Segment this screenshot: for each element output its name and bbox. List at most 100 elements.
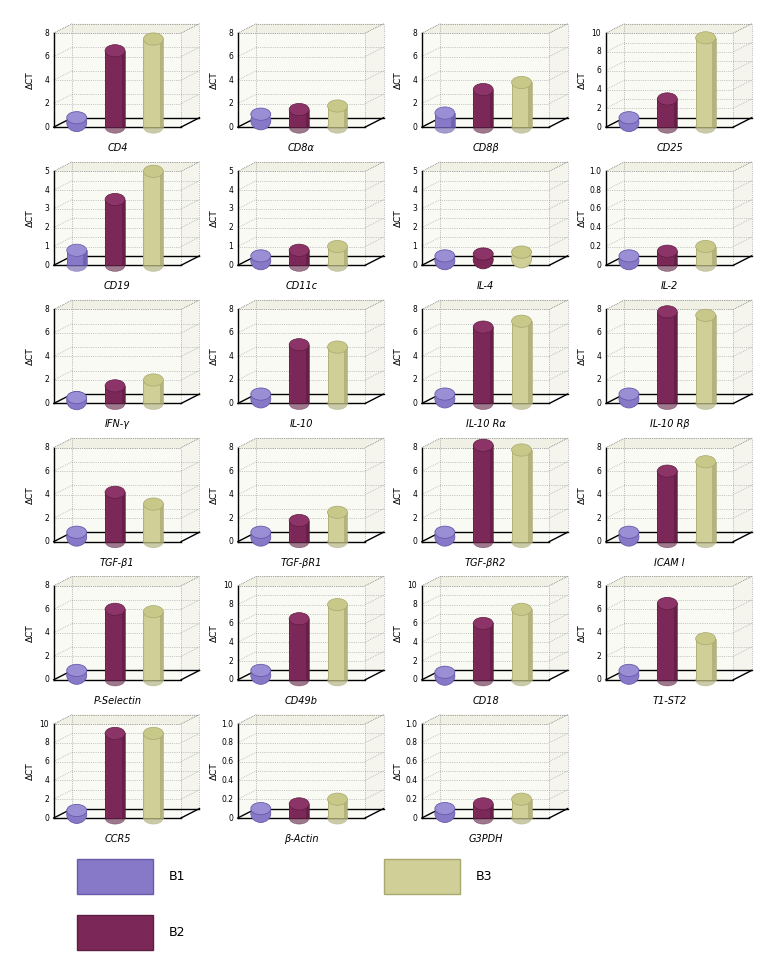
Ellipse shape bbox=[435, 121, 455, 133]
Ellipse shape bbox=[619, 389, 639, 408]
Text: 8: 8 bbox=[413, 601, 417, 609]
Ellipse shape bbox=[251, 112, 271, 130]
FancyBboxPatch shape bbox=[77, 915, 153, 951]
Polygon shape bbox=[238, 576, 384, 586]
Polygon shape bbox=[422, 714, 568, 724]
Ellipse shape bbox=[67, 391, 87, 404]
Ellipse shape bbox=[67, 804, 87, 817]
Text: 4: 4 bbox=[413, 638, 417, 647]
Polygon shape bbox=[696, 462, 697, 542]
Ellipse shape bbox=[289, 338, 309, 351]
Polygon shape bbox=[105, 734, 125, 818]
Polygon shape bbox=[451, 113, 455, 127]
Polygon shape bbox=[160, 612, 163, 680]
Text: 4: 4 bbox=[597, 352, 601, 361]
Text: 10: 10 bbox=[407, 581, 417, 590]
Text: ΔCT: ΔCT bbox=[578, 209, 588, 228]
Ellipse shape bbox=[657, 245, 677, 257]
Text: 4: 4 bbox=[229, 638, 233, 647]
Text: 0.4: 0.4 bbox=[405, 776, 417, 785]
Polygon shape bbox=[54, 714, 72, 818]
Text: 2: 2 bbox=[597, 376, 601, 385]
Text: 4: 4 bbox=[229, 75, 233, 85]
Polygon shape bbox=[72, 576, 199, 670]
Polygon shape bbox=[673, 311, 677, 404]
Text: ΔCT: ΔCT bbox=[394, 763, 403, 780]
Polygon shape bbox=[54, 300, 199, 309]
Polygon shape bbox=[143, 380, 145, 404]
Polygon shape bbox=[696, 247, 697, 265]
Ellipse shape bbox=[143, 498, 163, 510]
Text: 0: 0 bbox=[597, 676, 601, 684]
Text: T1-ST2: T1-ST2 bbox=[653, 696, 686, 706]
Polygon shape bbox=[238, 714, 384, 724]
Ellipse shape bbox=[328, 341, 347, 353]
Polygon shape bbox=[67, 251, 68, 265]
Text: 0.6: 0.6 bbox=[405, 757, 417, 766]
Polygon shape bbox=[54, 172, 181, 265]
Ellipse shape bbox=[105, 397, 125, 410]
Polygon shape bbox=[422, 439, 440, 542]
Ellipse shape bbox=[67, 112, 87, 123]
Polygon shape bbox=[673, 99, 677, 127]
Text: 2: 2 bbox=[229, 99, 233, 108]
Text: 8: 8 bbox=[597, 305, 601, 314]
Polygon shape bbox=[289, 619, 309, 680]
Ellipse shape bbox=[435, 666, 455, 679]
Ellipse shape bbox=[105, 259, 125, 272]
Text: 6: 6 bbox=[413, 52, 417, 61]
Polygon shape bbox=[289, 251, 309, 265]
Text: TGF-βR2: TGF-βR2 bbox=[465, 557, 506, 568]
Polygon shape bbox=[696, 247, 716, 265]
Text: 0: 0 bbox=[229, 122, 233, 132]
Polygon shape bbox=[473, 804, 475, 818]
Ellipse shape bbox=[696, 240, 716, 253]
Text: 0: 0 bbox=[44, 676, 49, 684]
Ellipse shape bbox=[143, 121, 163, 133]
Ellipse shape bbox=[289, 121, 309, 133]
Text: 0: 0 bbox=[597, 399, 601, 408]
Ellipse shape bbox=[473, 617, 493, 629]
Polygon shape bbox=[238, 162, 256, 265]
Ellipse shape bbox=[105, 727, 125, 739]
Polygon shape bbox=[256, 714, 384, 809]
Ellipse shape bbox=[251, 804, 271, 822]
Ellipse shape bbox=[143, 727, 163, 739]
Polygon shape bbox=[105, 493, 107, 542]
Ellipse shape bbox=[105, 603, 125, 615]
Text: 5: 5 bbox=[229, 167, 233, 175]
Polygon shape bbox=[238, 439, 384, 447]
Polygon shape bbox=[512, 609, 513, 680]
Polygon shape bbox=[143, 504, 145, 542]
Ellipse shape bbox=[435, 107, 455, 120]
Polygon shape bbox=[238, 724, 365, 818]
Polygon shape bbox=[473, 624, 475, 680]
Text: 0.6: 0.6 bbox=[221, 757, 233, 766]
Polygon shape bbox=[696, 639, 716, 680]
Text: B2: B2 bbox=[169, 926, 186, 939]
Text: TGF-β1: TGF-β1 bbox=[100, 557, 135, 568]
Polygon shape bbox=[696, 639, 697, 680]
Text: CD49b: CD49b bbox=[285, 696, 318, 706]
Polygon shape bbox=[54, 576, 72, 680]
Text: 2: 2 bbox=[44, 376, 49, 385]
Polygon shape bbox=[473, 445, 475, 542]
Polygon shape bbox=[105, 609, 107, 680]
Text: ΔCT: ΔCT bbox=[210, 763, 219, 780]
Polygon shape bbox=[54, 33, 181, 127]
Text: 8: 8 bbox=[597, 443, 601, 452]
Text: 0: 0 bbox=[229, 261, 233, 270]
Polygon shape bbox=[606, 24, 624, 127]
Polygon shape bbox=[344, 512, 347, 542]
Ellipse shape bbox=[512, 603, 532, 615]
Text: 8: 8 bbox=[44, 305, 49, 314]
Polygon shape bbox=[328, 247, 329, 265]
Text: 0: 0 bbox=[413, 122, 417, 132]
Text: 1.0: 1.0 bbox=[405, 719, 417, 729]
Text: 6: 6 bbox=[597, 467, 601, 475]
Ellipse shape bbox=[512, 536, 532, 548]
Ellipse shape bbox=[619, 250, 639, 262]
Polygon shape bbox=[328, 604, 347, 680]
Polygon shape bbox=[105, 609, 125, 680]
Polygon shape bbox=[72, 162, 199, 255]
